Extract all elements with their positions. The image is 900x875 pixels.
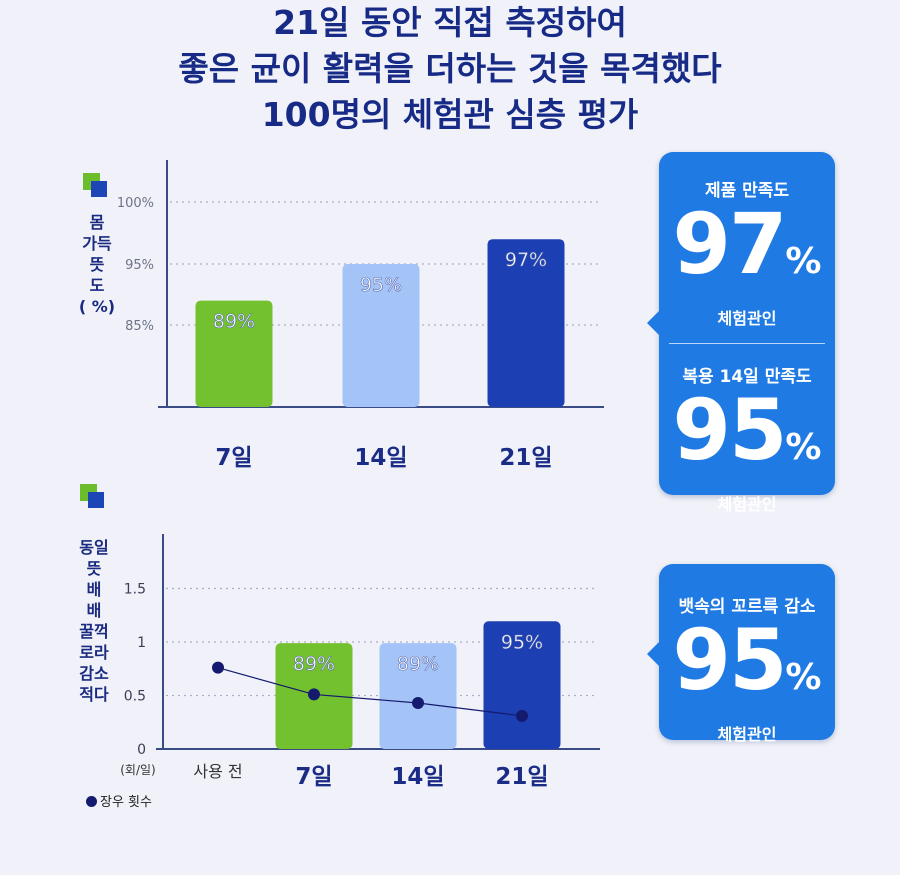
y-unit-label: (회/일) [120, 763, 156, 777]
x-tick-label: 7일 [295, 764, 332, 790]
bar-value-label: 95% [360, 274, 402, 296]
bar-value-label: 95% [501, 631, 543, 653]
title-line-1: 21일 동안 직접 측정하여 [273, 3, 627, 42]
card-divider [669, 343, 825, 344]
y-tick-label: 0.5 [124, 689, 146, 705]
y-tick-label: 1.5 [124, 582, 146, 598]
bar [342, 264, 420, 407]
chart2-ylabel: 동일 뜻 배 배 꿀꺽 로라 감소 적다 [79, 538, 109, 704]
line-point [212, 661, 224, 674]
line-series [217, 667, 523, 717]
card-top-label: 제품 만족도 [704, 181, 790, 201]
satisfaction-bar-chart: 100% 95% 85% 89% 7일 95% 14일 97% 21일 [117, 160, 604, 470]
x-tick-label: 14일 [354, 445, 407, 470]
card-bottom-label: 복용 14일 만족도 [682, 367, 812, 387]
title-line-2: 좋은 균이 활력을 더하는 것을 목격했다 [178, 49, 722, 88]
card-label: 뱃속의 꼬르륵 감소 [678, 597, 816, 617]
card-pointer [647, 641, 660, 667]
card-bottom-value: 95% [672, 381, 822, 479]
legend: 장우 횟수 [86, 791, 152, 810]
x-tick-label: 14일 [391, 764, 444, 790]
card-sub: 체험관인 [717, 725, 777, 744]
legend-dot-icon [86, 796, 97, 807]
title-line-3: 100명의 체험관 심층 평가 [261, 95, 639, 134]
y-tick-label: 100% [117, 196, 154, 211]
line-point [412, 696, 424, 709]
y-tick-label: 95% [125, 258, 154, 273]
rumbling-reduction-chart: 0 0.5 1 1.5 (회/일) 89% 89% 95% 사용 전 7일 14일 21일 [120, 534, 600, 790]
page-title: 21일 동안 직접 측정하여 좋은 균이 활력을 더하는 것을 목격했다 100… [0, 0, 900, 138]
y-tick-label: 0 [137, 742, 146, 758]
bar [483, 621, 561, 749]
bar [379, 643, 457, 749]
chart1-ylabel: 몸 가득 뜻 도 ( %) [78, 213, 116, 316]
bar-value-label: 89% [397, 653, 439, 675]
section-marker-icon [80, 484, 104, 508]
line-point [516, 709, 528, 722]
card-pointer [647, 310, 660, 336]
y-tick-label: 1 [137, 635, 146, 651]
card-value: 95% [672, 611, 822, 709]
x-tick-label: 21일 [495, 764, 548, 790]
x-tick-label: 사용 전 [193, 762, 242, 781]
card-bottom-sub: 체험관인 [717, 495, 777, 514]
bar [487, 239, 565, 407]
bar-value-label: 89% [293, 653, 335, 675]
rumbling-card: 뱃속의 꼬르륵 감소 95% 체험관인 [647, 564, 835, 744]
section-marker-icon [83, 173, 107, 197]
legend-label: 장우 횟수 [100, 795, 152, 810]
bar-value-label: 97% [505, 249, 547, 271]
satisfaction-card: 제품 만족도 97% 체험관인 복용 14일 만족도 95% 체험관인 [647, 152, 835, 514]
line-point [308, 688, 320, 701]
y-tick-label: 85% [125, 319, 154, 334]
x-tick-label: 21일 [499, 445, 552, 470]
card-top-sub: 체험관인 [717, 309, 777, 328]
card-top-value: 97% [672, 195, 822, 293]
bar [195, 300, 273, 407]
bar-value-label: 89% [213, 311, 255, 333]
x-tick-label: 7일 [215, 445, 252, 470]
